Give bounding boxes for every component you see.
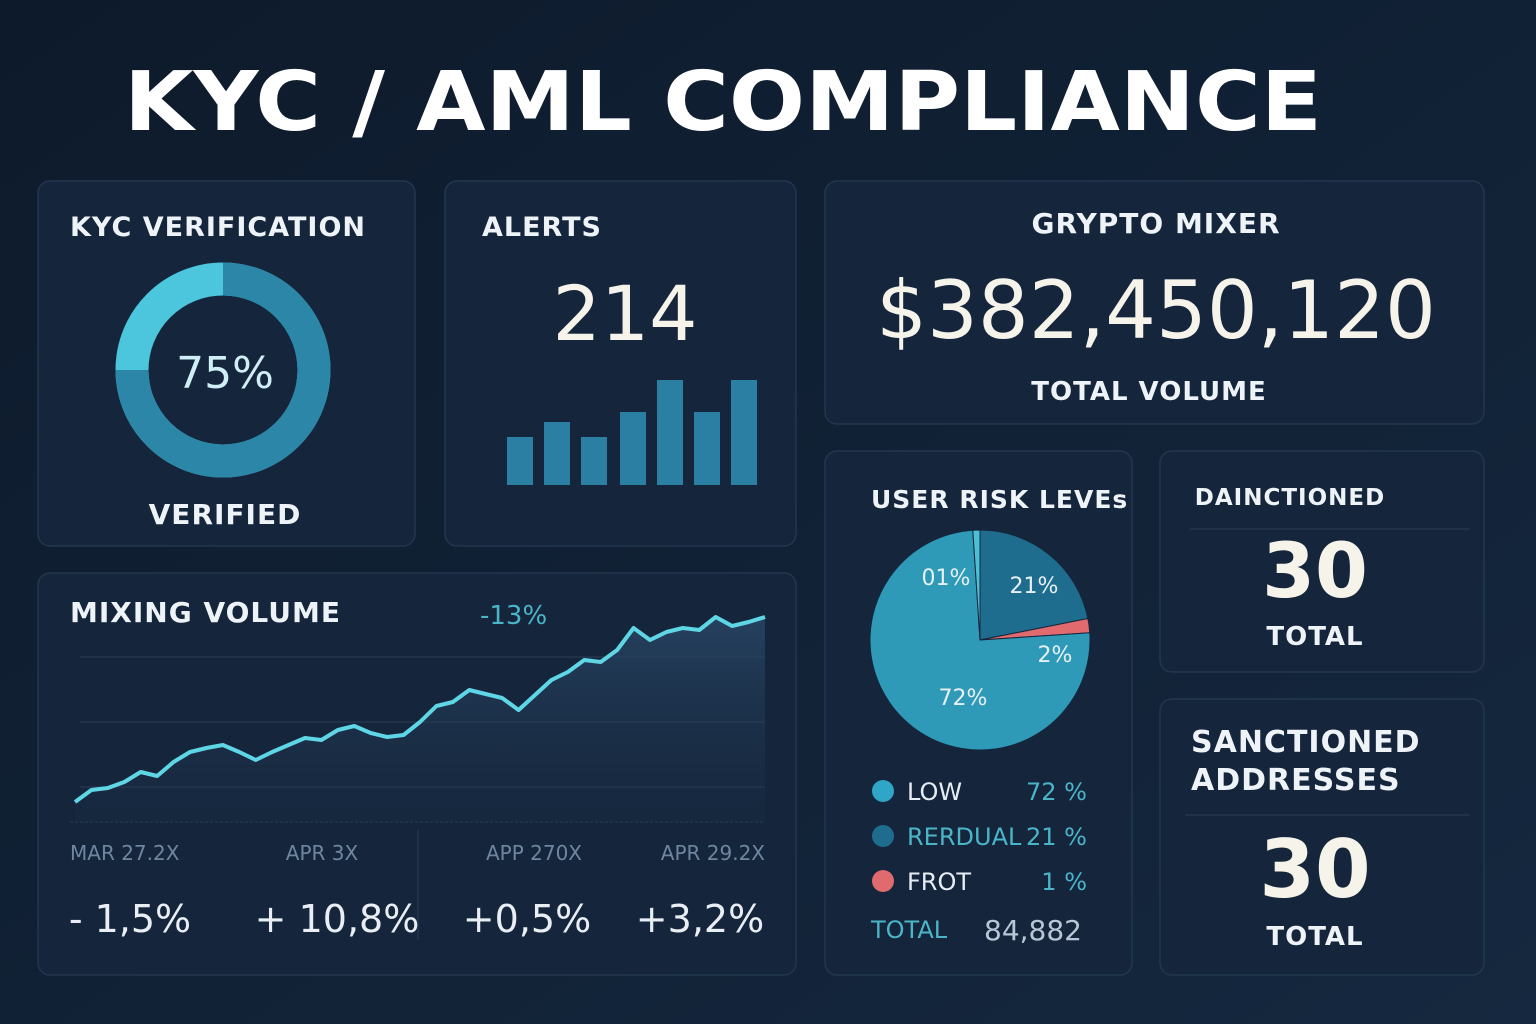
card-title: USER RISK LEVEs [871,485,1128,514]
card-title: KYC VERIFICATION [70,212,366,243]
card-title: ALERTS [482,212,602,243]
area [75,617,765,822]
change-value: +3,2% [636,897,764,941]
bar [657,380,683,485]
card-title: DAINCTIONED [1195,485,1385,511]
card-caption: VERIFIED [149,498,302,531]
slice-label: 01% [922,566,971,591]
total-label: TOTAL [870,916,948,944]
card-title: SANCTIONED [1191,725,1421,760]
legend-name: FROT [907,868,971,896]
stat-value: 30 [1259,823,1370,916]
donut [115,262,331,478]
kyc-card [37,180,416,547]
pie-slice [979,529,1089,641]
date-label: APR 3X [286,841,359,865]
mixer-amount: $382,450,120 [876,264,1436,357]
sanctioned-card [1159,698,1485,976]
dainctioned-card [1159,450,1485,673]
card-caption: TOTAL VOLUME [1031,377,1266,407]
page-title: KYC / AML COMPLIANCE [124,55,1322,150]
change-value: + 10,8% [255,897,420,941]
bar [544,422,570,485]
mixer-card [824,180,1485,425]
stat-value: 30 [1262,526,1368,615]
card-caption: TOTAL [1266,922,1363,952]
card-title: MIXING VOLUME [70,596,341,629]
legend-swatch [872,825,894,847]
legend-swatch [872,780,894,802]
bar [507,437,533,485]
bar [620,412,646,485]
legend-name: RERDUAL [907,823,1022,851]
legend-value: 72 % [1026,778,1087,806]
bar [581,437,607,485]
donut-label: 75% [176,348,274,399]
pie-slice [972,529,981,641]
slice-label: 72% [939,686,988,711]
slice-label: 2% [1038,643,1073,668]
legend-value: 1 % [1041,868,1087,896]
pie-slice [869,529,1091,751]
alerts-bars [507,380,757,485]
donut-arc [115,262,331,478]
line [73,615,766,804]
date-label: APP 270X [486,841,582,865]
date-label: APR 29.2X [661,841,766,865]
alerts-count: 214 [552,269,697,358]
change-value: - 1,5% [69,897,191,941]
annotation: -13% [480,601,547,631]
legend-swatch [872,870,894,892]
total-value: 84,882 [984,914,1082,947]
date-label: MAR 27.2X [70,841,180,865]
legend-name: LOW [907,778,962,806]
bar [731,380,757,485]
pie-chart: 21% 2% 72% 01% [869,529,1091,751]
legend-value: 21 % [1026,823,1087,851]
change-value: +0,5% [463,897,591,941]
legend: LOW 72 %RERDUAL 21 % FROT 1 % [872,778,1087,896]
date-labels: MAR 27.2X APR 3X APP 270X APR 29.2X - 1,5% + … [69,841,765,941]
card-title: ADDRESSES [1191,763,1401,798]
card-title: GRYPTO MIXER [1031,207,1280,240]
line-chart [73,615,766,822]
bar [694,412,720,485]
slice-label: 21% [1010,574,1059,599]
card-caption: TOTAL [1266,622,1363,652]
